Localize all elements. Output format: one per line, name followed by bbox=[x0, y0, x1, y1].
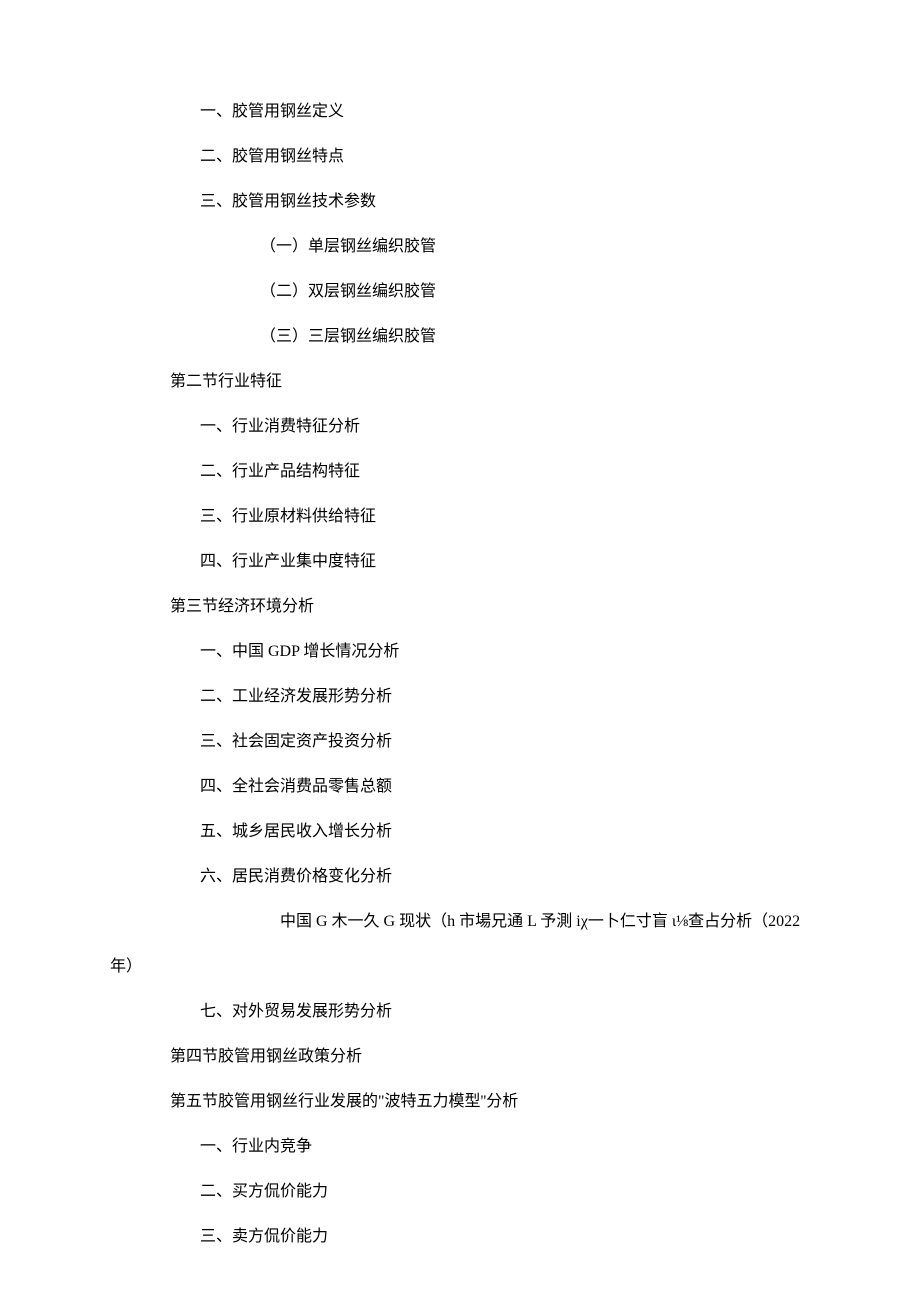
toc-line: 二、买方侃价能力 bbox=[140, 1180, 840, 1204]
toc-line: 四、全社会消费品零售总额 bbox=[140, 775, 840, 799]
toc-line: 第五节胶管用钢丝行业发展的"波特五力模型''分析 bbox=[140, 1090, 840, 1114]
toc-line: 中国 G 木一久 G 现状（h 市場兄通 L 予測 iχ一卜仁寸盲 ι⅛查占分析… bbox=[140, 910, 840, 934]
toc-line: （三）三层钢丝编织胶管 bbox=[140, 325, 840, 349]
toc-line: 三、社会固定资产投资分析 bbox=[140, 730, 840, 754]
toc-line: （一）单层钢丝编织胶管 bbox=[140, 235, 840, 259]
toc-line: 一、行业消费特征分析 bbox=[140, 415, 840, 439]
toc-line: 二、工业经济发展形势分析 bbox=[140, 685, 840, 709]
toc-line: 七、对外贸易发展形势分析 bbox=[140, 1000, 840, 1024]
toc-line: 一、胶管用钢丝定义 bbox=[140, 100, 840, 124]
toc-line: 四、行业产业集中度特征 bbox=[140, 550, 840, 574]
toc-line: 第四节胶管用钢丝政策分析 bbox=[140, 1045, 840, 1069]
toc-line: 二、胶管用钢丝特点 bbox=[140, 145, 840, 169]
toc-line: 第二节行业特征 bbox=[140, 370, 840, 394]
toc-line: 三、胶管用钢丝技术参数 bbox=[140, 190, 840, 214]
toc-line: 六、居民消费价格变化分析 bbox=[140, 865, 840, 889]
toc-line: （二）双层钢丝编织胶管 bbox=[140, 280, 840, 304]
toc-line: 三、卖方侃价能力 bbox=[140, 1225, 840, 1249]
document-content: 一、胶管用钢丝定义二、胶管用钢丝特点三、胶管用钢丝技术参数 （一）单层钢丝编织胶管… bbox=[0, 100, 920, 1249]
toc-line: 三、行业原材料供给特征 bbox=[140, 505, 840, 529]
toc-line: 五、城乡居民收入增长分析 bbox=[140, 820, 840, 844]
toc-line: 第三节经济环境分析 bbox=[140, 595, 840, 619]
toc-line: 二、行业产品结构特征 bbox=[140, 460, 840, 484]
toc-line: 年） bbox=[110, 955, 840, 979]
toc-line: 一、中国 GDP 增长情况分析 bbox=[140, 640, 840, 664]
toc-line: 一、行业内竞争 bbox=[140, 1135, 840, 1159]
